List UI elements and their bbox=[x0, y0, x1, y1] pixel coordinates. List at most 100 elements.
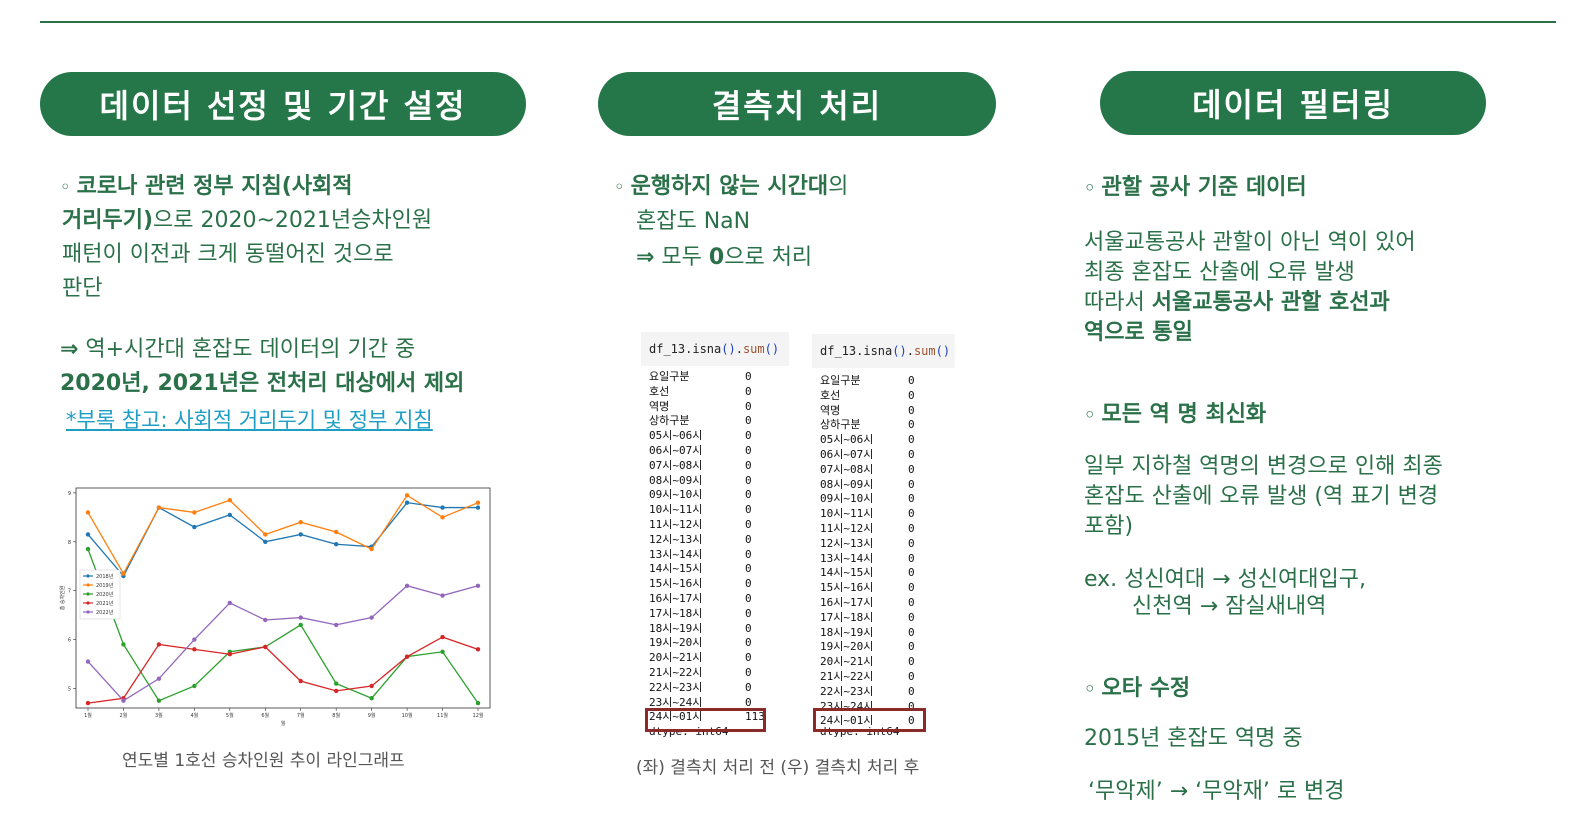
missing-line1-rest: 의 bbox=[828, 174, 849, 199]
filtering-h1-line1: 서울교통공사 관할이 아닌 역이 있어 bbox=[1084, 230, 1416, 255]
isna-count: 0 bbox=[908, 551, 915, 565]
data-point bbox=[192, 510, 197, 515]
isna-column-name: 요일구분 bbox=[820, 374, 861, 387]
isna-column-name: 22시~23시 bbox=[820, 684, 874, 698]
legend-label: 2020년 bbox=[96, 591, 114, 598]
y-tick-label: 9 bbox=[68, 491, 71, 497]
line-chart: 5 6 7 8 9 1월 2월 3월 4월 5월 6월 7월 8월 9월 10월 11월 12월 월 총 승차인원 2… bbox=[58, 482, 498, 732]
x-tick-label: 10월 bbox=[402, 712, 413, 719]
isna-column-name: 10시~11시 bbox=[649, 503, 703, 517]
data-point bbox=[227, 498, 233, 503]
isna-row: 14시~15시 0 bbox=[820, 566, 915, 581]
isna-column-name: 15시~16시 bbox=[649, 577, 703, 591]
filtering-h3-line2: ‘무악제’ → ‘무악재’ 로 변경 bbox=[1088, 779, 1345, 804]
isna-column-name: 24시~01시 bbox=[649, 710, 703, 724]
data-point bbox=[85, 659, 91, 664]
data-point bbox=[263, 617, 268, 623]
appendix-reference-link[interactable]: *부록 참고: 사회적 거리두기 및 정부 지침 bbox=[66, 408, 433, 432]
isna-count: 0 bbox=[908, 492, 915, 506]
code-method-isna: isna bbox=[692, 342, 722, 356]
data-point bbox=[369, 615, 374, 620]
filtering-h2-text: 모든 역 명 최신화 bbox=[1101, 402, 1267, 427]
isna-column-name: 11시~12시 bbox=[820, 521, 874, 535]
isna-column-name: 21시~22시 bbox=[820, 669, 874, 683]
isna-column-name: 13시~14시 bbox=[820, 551, 874, 565]
data-point bbox=[227, 600, 233, 606]
top-divider bbox=[40, 21, 1556, 23]
isna-column-name: 역명 bbox=[820, 403, 841, 417]
isna-count: 0 bbox=[745, 532, 752, 546]
isna-panel-after: df_13.isna().sum() 요일구분 0 호선 0 역명 0 상하구분 0 05시~0… bbox=[812, 334, 956, 744]
filtering-h1-text: 관할 공사 기준 데이터 bbox=[1101, 175, 1307, 200]
isna-row: 19시~20시 0 bbox=[820, 640, 915, 655]
isna-column-name: 20시~21시 bbox=[649, 651, 703, 665]
data-point bbox=[404, 493, 410, 498]
filtering-example-1: ex. 성신여대 → 성신여대입구, bbox=[1084, 567, 1366, 592]
isna-count: 0 bbox=[908, 388, 915, 402]
isna-count: 0 bbox=[745, 636, 752, 650]
filtering-h1-line3-bold: 서울교통공사 관할 호선과 bbox=[1151, 290, 1390, 315]
isna-column-name: 05시~06시 bbox=[649, 429, 703, 443]
data-point bbox=[263, 532, 268, 537]
isna-row: 14시~15시 0 bbox=[649, 562, 752, 577]
isna-count: 0 bbox=[908, 581, 915, 595]
isna-column-name: 호선 bbox=[820, 388, 841, 402]
isna-row: 16시~17시 0 bbox=[820, 596, 915, 611]
series-line bbox=[87, 585, 479, 702]
data-point bbox=[121, 642, 126, 647]
isna-count: 0 bbox=[745, 503, 752, 517]
isna-column-name: 10시~11시 bbox=[820, 507, 874, 521]
isna-count: 0 bbox=[908, 699, 915, 713]
isna-count: 0 bbox=[745, 562, 752, 576]
isna-count: 0 bbox=[908, 669, 915, 683]
arrow-icon: ⇒ bbox=[60, 337, 79, 362]
data-point bbox=[475, 583, 481, 588]
isna-row: 상하구분 0 bbox=[649, 414, 752, 429]
isna-count: 0 bbox=[745, 547, 752, 561]
isna-count: 0 bbox=[908, 566, 915, 580]
isna-column-name: 06시~07시 bbox=[649, 443, 703, 457]
data-point bbox=[156, 676, 162, 681]
section-title-selection: 데이터 선정 및 기간 설정 bbox=[40, 72, 526, 136]
missing-line3: ⇒ 모두 0으로 처리 bbox=[636, 241, 812, 275]
selection-para1-line3: 패턴이 이전과 크게 동떨어진 것으로 bbox=[62, 242, 394, 267]
selection-para2-text: 역+시간대 혼잡도 데이터의 기간 중 bbox=[78, 337, 416, 362]
legend-label: 2019년 bbox=[96, 582, 114, 589]
data-point bbox=[333, 542, 339, 547]
x-tick-label: 4월 bbox=[190, 712, 198, 719]
data-point bbox=[333, 681, 339, 686]
data-point bbox=[369, 683, 374, 689]
isna-column-name: 역명 bbox=[649, 399, 670, 413]
isna-count: 113 bbox=[745, 710, 765, 724]
legend-label: 2021년 bbox=[96, 600, 114, 607]
selection-para1-rest: 으로 2020~2021년승차인원 bbox=[153, 208, 433, 233]
data-point bbox=[121, 571, 126, 576]
highlight-box-after bbox=[813, 708, 926, 732]
data-point bbox=[475, 505, 481, 510]
isna-row: 09시~10시 0 bbox=[649, 488, 752, 503]
isna-count: 0 bbox=[908, 610, 915, 624]
isna-row: 상하구분 0 bbox=[820, 418, 915, 433]
isna-count: 0 bbox=[908, 447, 915, 461]
isna-row: 08시~09시 0 bbox=[820, 478, 915, 493]
isna-count: 0 bbox=[745, 680, 752, 694]
data-point bbox=[121, 698, 126, 703]
data-point bbox=[263, 539, 268, 544]
isna-count: 0 bbox=[745, 665, 752, 679]
isna-row: 22시~23시 0 bbox=[820, 684, 915, 700]
isna-row: 07시~08시 0 bbox=[820, 463, 915, 478]
isna-column-name: 12시~13시 bbox=[649, 532, 703, 546]
data-point bbox=[298, 615, 303, 620]
isna-count: 0 bbox=[745, 399, 752, 413]
isna-count: 0 bbox=[908, 595, 915, 609]
isna-column-name: 18시~19시 bbox=[649, 621, 703, 635]
isna-row: 15시~16시 0 bbox=[649, 577, 752, 592]
isna-count: 0 bbox=[745, 651, 752, 665]
x-tick-label: 8월 bbox=[332, 712, 340, 719]
isna-column-name: 23시~24시 bbox=[649, 695, 703, 709]
isna-column-name: 24시~01시 bbox=[820, 714, 874, 728]
isna-column-name: 14시~15시 bbox=[649, 562, 703, 576]
data-point bbox=[440, 505, 445, 510]
isna-row: 20시~21시 0 bbox=[820, 655, 915, 670]
